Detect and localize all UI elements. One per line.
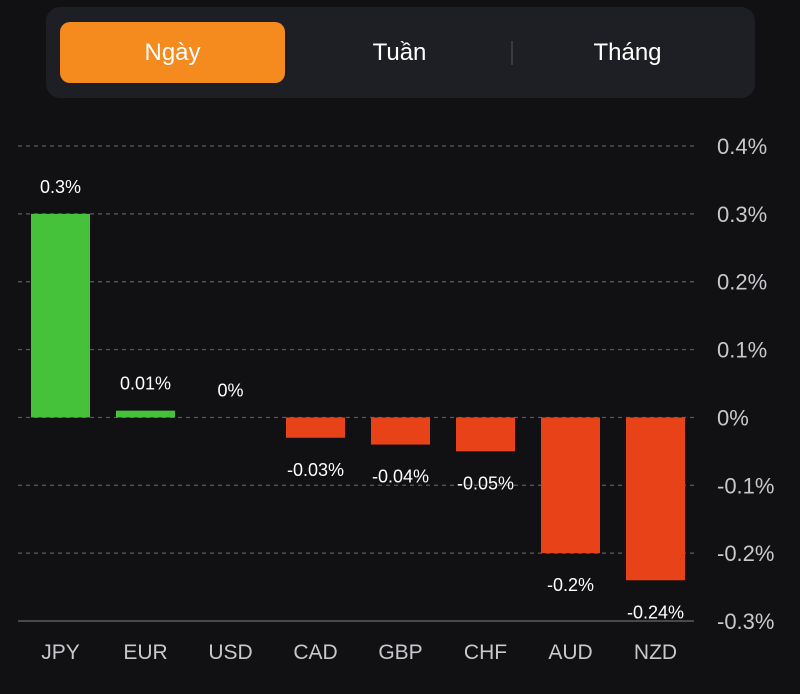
tab-week[interactable]: Tuần [285, 22, 514, 83]
y-axis-ticks: 0.4% 0.3% 0.2% 0.1% 0% -0.1% -0.2% -0.3% [717, 134, 774, 634]
x-tick-label: CAD [293, 641, 337, 664]
value-label: -0.2% [547, 575, 594, 595]
x-axis-ticks: JPY EUR USD CAD GBP CHF AUD NZD [41, 641, 677, 664]
x-tick-label: AUD [548, 641, 592, 664]
x-tick-label: JPY [41, 641, 80, 664]
x-tick-label: NZD [634, 641, 677, 664]
value-label: 0.3% [40, 177, 81, 197]
y-tick-label: -0.3% [717, 609, 774, 634]
value-label: -0.03% [287, 460, 344, 480]
bar-aud[interactable] [541, 417, 600, 554]
tab-day-label: Ngày [144, 38, 201, 66]
x-tick-label: EUR [123, 641, 167, 664]
value-label: 0.01% [120, 374, 171, 394]
bar-nzd[interactable] [626, 417, 685, 581]
value-label: 0% [217, 380, 243, 400]
bar-cad[interactable] [286, 417, 345, 438]
value-label: -0.05% [457, 473, 514, 493]
tab-separator [511, 41, 513, 65]
bars [31, 213, 685, 581]
value-labels: 0.3% 0.01% 0% -0.03% -0.04% -0.05% -0.2% -0.24% [40, 177, 684, 622]
tab-month[interactable]: Tháng [514, 22, 741, 83]
x-tick-label: CHF [464, 641, 507, 664]
y-tick-label: 0.4% [717, 134, 767, 159]
y-tick-label: 0.1% [717, 338, 767, 363]
tab-month-label: Tháng [593, 38, 662, 66]
y-tick-label: -0.1% [717, 473, 774, 498]
y-tick-label: -0.2% [717, 541, 774, 566]
bar-gbp[interactable] [371, 417, 430, 445]
bar-jpy[interactable] [31, 213, 90, 418]
y-tick-label: 0% [717, 405, 749, 430]
value-label: -0.24% [627, 602, 684, 622]
bar-eur[interactable] [116, 410, 175, 418]
bar-chf[interactable] [456, 417, 515, 452]
y-tick-label: 0.2% [717, 270, 767, 295]
x-tick-label: USD [208, 641, 252, 664]
y-tick-label: 0.3% [717, 202, 767, 227]
period-tab-bar: Ngày Tuần Tháng [46, 7, 755, 98]
tab-week-label: Tuần [372, 38, 427, 66]
value-label: -0.04% [372, 467, 429, 487]
x-tick-label: GBP [378, 641, 422, 664]
tab-day[interactable]: Ngày [60, 22, 285, 83]
